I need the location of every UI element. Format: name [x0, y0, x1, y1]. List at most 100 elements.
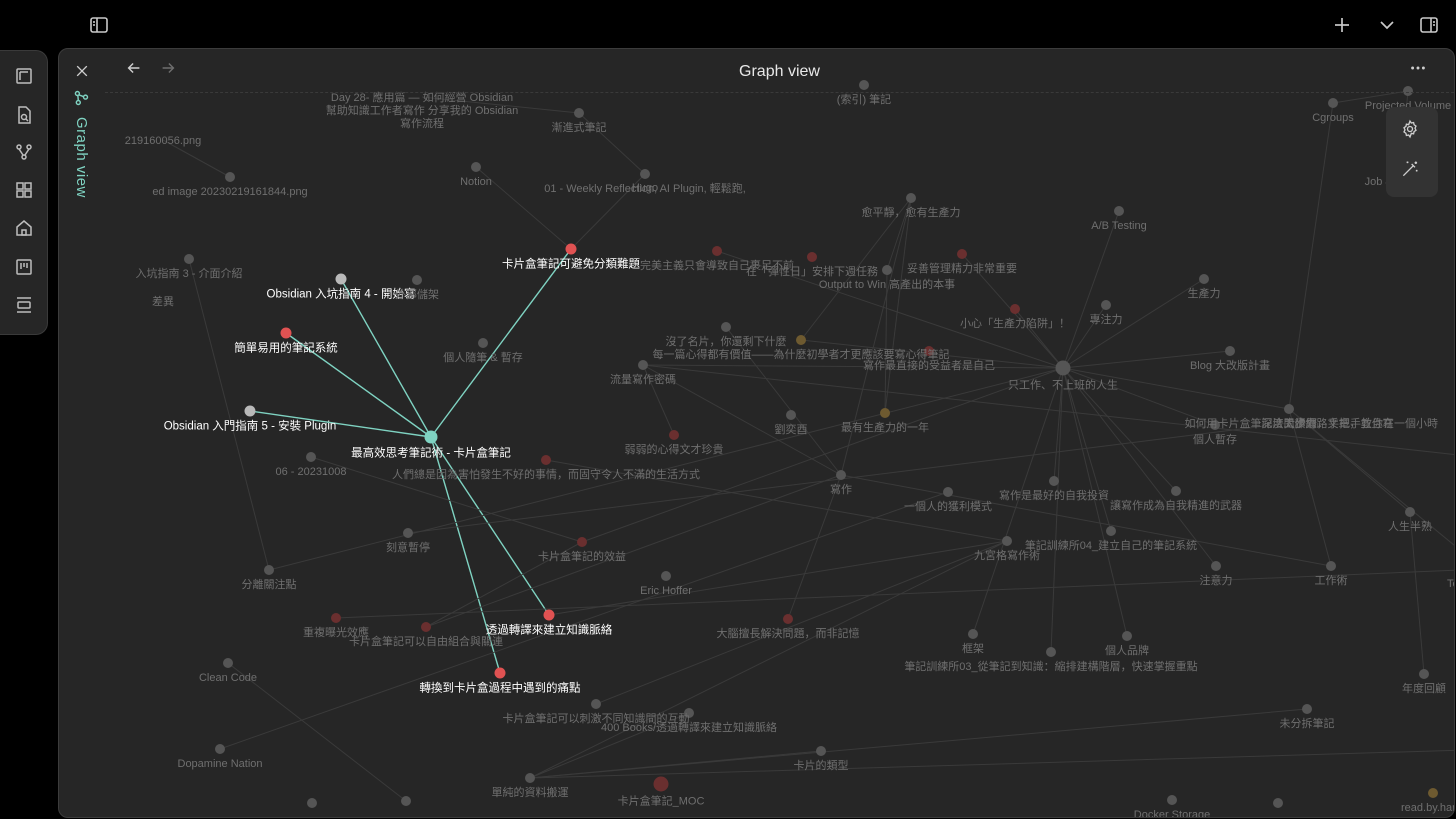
graph-node[interactable]: [335, 273, 347, 285]
graph-icon[interactable]: [12, 140, 36, 164]
graph-node[interactable]: [591, 699, 601, 709]
graph-node[interactable]: [1403, 86, 1413, 96]
graph-node[interactable]: [1210, 420, 1220, 430]
sidebar-toggle-icon[interactable]: [86, 12, 112, 38]
home-icon[interactable]: [12, 216, 36, 240]
graph-node[interactable]: [684, 708, 694, 718]
graph-link: [188, 258, 270, 571]
graph-node[interactable]: [184, 254, 194, 264]
graph-node[interactable]: [796, 335, 806, 345]
plus-icon[interactable]: [1329, 12, 1355, 38]
graph-node[interactable]: [880, 408, 890, 418]
gear-icon[interactable]: [1400, 119, 1424, 143]
graph-node[interactable]: [1211, 561, 1221, 571]
graph-node[interactable]: [1428, 788, 1438, 798]
graph-node[interactable]: [1328, 98, 1338, 108]
graph-node[interactable]: [712, 246, 722, 256]
graph-node-label: 06 - 20231008: [276, 466, 347, 478]
graph-node[interactable]: [1049, 476, 1059, 486]
graph-node[interactable]: [640, 169, 650, 179]
graph-node[interactable]: [924, 346, 934, 356]
close-icon[interactable]: [71, 60, 93, 82]
graph-node[interactable]: [478, 338, 488, 348]
graph-node[interactable]: [669, 430, 679, 440]
graph-node[interactable]: [1106, 526, 1116, 536]
graph-node[interactable]: [1167, 795, 1177, 805]
graph-node[interactable]: [1122, 631, 1132, 641]
graph-node[interactable]: [1326, 561, 1336, 571]
graph-node[interactable]: [786, 410, 796, 420]
graph-link: [1409, 511, 1425, 675]
graph-node[interactable]: [525, 773, 535, 783]
graph-node-label: 每一篇心得都有價值——為什麼初學者才更應該要寫心得筆記: [653, 347, 950, 361]
right-sidebar-icon[interactable]: [1416, 12, 1442, 38]
graph-node[interactable]: [1405, 507, 1415, 517]
graph-node[interactable]: [1273, 798, 1283, 808]
graph-node[interactable]: [264, 565, 274, 575]
graph-node[interactable]: [401, 796, 411, 806]
graph-node[interactable]: [403, 528, 413, 538]
search-icon[interactable]: [12, 103, 36, 127]
arrow-right-icon[interactable]: [159, 59, 183, 83]
graph-node[interactable]: [957, 249, 967, 259]
graph-node[interactable]: [807, 252, 817, 262]
graph-node[interactable]: [280, 327, 292, 339]
tab-graph-view[interactable]: Graph view: [73, 117, 90, 198]
graph-node[interactable]: [541, 455, 551, 465]
graph-node[interactable]: [225, 172, 235, 182]
graph-node[interactable]: [577, 537, 587, 547]
graph-node[interactable]: [638, 360, 648, 370]
graph-node[interactable]: [1010, 304, 1020, 314]
graph-node[interactable]: [412, 275, 422, 285]
graph-node[interactable]: [1101, 300, 1111, 310]
graph-node[interactable]: [1114, 206, 1124, 216]
graph-node[interactable]: [1002, 536, 1012, 546]
kanban-icon[interactable]: [12, 255, 36, 279]
files-icon[interactable]: [12, 64, 36, 88]
graph-node[interactable]: [1055, 360, 1071, 376]
graph-node[interactable]: [859, 80, 869, 90]
graph-node[interactable]: [661, 571, 671, 581]
graph-node[interactable]: [307, 798, 317, 808]
graph-node[interactable]: [653, 776, 669, 792]
graph-node[interactable]: [1046, 647, 1056, 657]
magic-wand-icon[interactable]: [1400, 159, 1424, 183]
graph-node[interactable]: [421, 622, 431, 632]
graph-node[interactable]: [471, 162, 481, 172]
grid-icon[interactable]: [12, 178, 36, 202]
graph-node[interactable]: [424, 430, 438, 444]
graph-canvas[interactable]: 最高效思考筆記術 - 卡片盒筆記 卡片盒筆記可避免分類難題 Obsidian 入坑指…: [105, 49, 1454, 817]
graph-node[interactable]: [543, 609, 555, 621]
graph-node[interactable]: [968, 629, 978, 639]
graph-node[interactable]: [244, 405, 256, 417]
graph-link: [425, 474, 842, 628]
graph-node[interactable]: [1199, 274, 1209, 284]
graph-node[interactable]: [1302, 704, 1312, 714]
layout-icon[interactable]: [12, 293, 36, 317]
graph-node-label: ed image 20230219161844.png: [152, 186, 307, 198]
graph-node[interactable]: [1419, 669, 1429, 679]
graph-node[interactable]: [331, 613, 341, 623]
graph-node[interactable]: [565, 243, 577, 255]
graph-node[interactable]: [943, 487, 953, 497]
graph-node[interactable]: [783, 614, 793, 624]
graph-node[interactable]: [721, 322, 731, 332]
graph-node-label: 漸進式筆記: [552, 120, 607, 134]
graph-node[interactable]: [215, 744, 225, 754]
chevron-down-icon[interactable]: [1374, 12, 1400, 38]
graph-node-label: 弱弱的心得文才珍貴: [625, 442, 724, 456]
graph-node[interactable]: [906, 193, 916, 203]
graph-node[interactable]: [836, 470, 846, 480]
graph-node[interactable]: [306, 452, 316, 462]
graph-node[interactable]: [1225, 346, 1235, 356]
graph-node[interactable]: [223, 658, 233, 668]
graph-node[interactable]: [574, 108, 584, 118]
graph-node[interactable]: [816, 746, 826, 756]
graph-node[interactable]: [1171, 486, 1181, 496]
arrow-left-icon[interactable]: [125, 59, 149, 83]
graph-node[interactable]: [882, 265, 892, 275]
graph-node[interactable]: [1284, 404, 1294, 414]
graph-svg[interactable]: 最高效思考筆記術 - 卡片盒筆記 卡片盒筆記可避免分類難題 Obsidian 入坑指…: [105, 49, 1454, 817]
more-icon[interactable]: [1409, 59, 1433, 83]
graph-node[interactable]: [494, 667, 506, 679]
